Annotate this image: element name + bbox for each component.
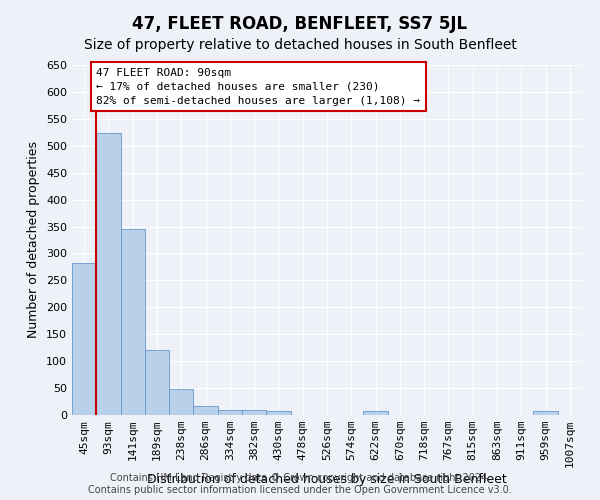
Bar xyxy=(364,410,388,415)
Bar xyxy=(193,406,218,415)
Bar xyxy=(242,410,266,415)
Text: 47 FLEET ROAD: 90sqm
← 17% of detached houses are smaller (230)
82% of semi-deta: 47 FLEET ROAD: 90sqm ← 17% of detached h… xyxy=(96,68,420,106)
Y-axis label: Number of detached properties: Number of detached properties xyxy=(28,142,40,338)
Bar xyxy=(266,411,290,415)
Bar xyxy=(218,410,242,415)
Text: 47, FLEET ROAD, BENFLEET, SS7 5JL: 47, FLEET ROAD, BENFLEET, SS7 5JL xyxy=(133,15,467,33)
X-axis label: Distribution of detached houses by size in South Benfleet: Distribution of detached houses by size … xyxy=(147,472,507,486)
Bar xyxy=(169,389,193,415)
Text: Contains HM Land Registry data © Crown copyright and database right 2024.
Contai: Contains HM Land Registry data © Crown c… xyxy=(88,474,512,495)
Bar xyxy=(96,134,121,415)
Bar xyxy=(533,411,558,415)
Bar xyxy=(121,229,145,415)
Text: Size of property relative to detached houses in South Benfleet: Size of property relative to detached ho… xyxy=(83,38,517,52)
Bar xyxy=(72,262,96,415)
Bar xyxy=(145,350,169,415)
